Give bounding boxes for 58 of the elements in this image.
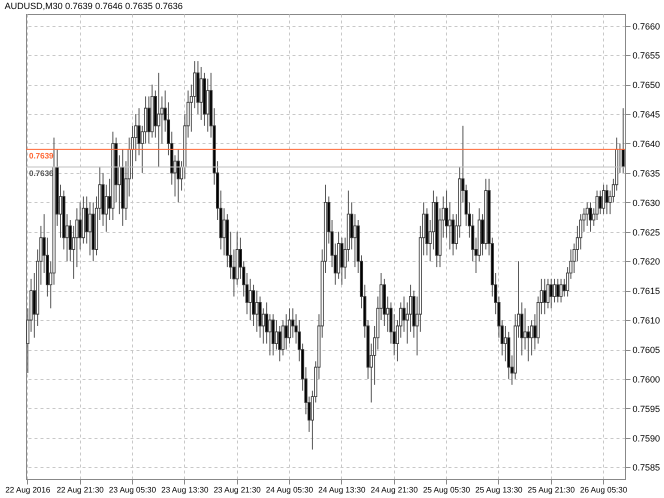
- candlestick: [588, 202, 592, 232]
- x-tick-label: 24 Aug 13:30: [318, 486, 366, 494]
- candlestick: [448, 202, 452, 250]
- y-tick-label: 0.7645: [632, 110, 660, 120]
- candlestick: [524, 308, 527, 350]
- candlestick: [268, 314, 272, 356]
- y-tick-label: 0.7620: [632, 256, 660, 267]
- candlestick: [543, 278, 546, 315]
- candlestick: [552, 278, 556, 303]
- y-tick-label: 0.7585: [632, 462, 660, 473]
- candlestick: [602, 184, 606, 215]
- y-tick-label: 0.7625: [632, 227, 660, 238]
- candlestick: [206, 78, 210, 132]
- x-tick-label: 25 Aug 05:30: [422, 486, 471, 494]
- candlestick: [78, 202, 82, 250]
- candlestick: [605, 184, 608, 215]
- y-tick-label: 0.7640: [632, 138, 660, 149]
- y-tick-label: 0.7635: [632, 168, 660, 178]
- ref-line-label: 0.7639: [29, 151, 54, 160]
- x-tick-label: 25 Aug 13:30: [475, 486, 524, 494]
- y-tick-label: 0.7610: [632, 316, 660, 326]
- candlestick: [340, 237, 344, 286]
- y-tick-label: 0.7605: [632, 345, 660, 356]
- candlestick: [88, 202, 92, 256]
- x-tick-label: 23 Aug 13:30: [161, 486, 209, 494]
- y-tick-label: 0.7615: [632, 286, 660, 296]
- candlestick: [200, 66, 203, 120]
- y-tick-label: 0.7650: [632, 80, 660, 90]
- x-tick-label: 24 Aug 05:30: [266, 486, 314, 494]
- x-tick-label: 26 Aug 05:30: [580, 486, 628, 494]
- candlestick: [274, 320, 278, 350]
- candlestick: [550, 278, 553, 309]
- x-tick-label: 24 Aug 21:30: [370, 486, 418, 494]
- x-tick-label: 22 Aug 2016: [5, 486, 51, 494]
- candlestick: [176, 148, 180, 203]
- x-tick-label: 22 Aug 21:30: [56, 486, 104, 494]
- candlestick: [353, 214, 356, 268]
- candlestick: [284, 314, 288, 350]
- y-tick-label: 0.7660: [632, 21, 660, 32]
- candlestick: [157, 72, 160, 168]
- candlestick: [526, 325, 530, 362]
- candlestick: [222, 208, 226, 256]
- candlestick: [272, 314, 275, 356]
- x-tick-label: 25 Aug 21:30: [528, 486, 576, 494]
- candlestick: [248, 278, 252, 321]
- candlestick: [556, 278, 560, 303]
- y-tick-label: 0.7595: [632, 404, 660, 414]
- y-tick-label: 0.7600: [632, 374, 660, 384]
- y-tick-label: 0.7630: [632, 198, 660, 208]
- y-tick-label: 0.7590: [632, 433, 660, 444]
- candlestick: [560, 278, 563, 303]
- x-tick-label: 23 Aug 21:30: [214, 486, 262, 494]
- x-tick-label: 23 Aug 05:30: [108, 486, 157, 494]
- y-tick-label: 0.7655: [632, 50, 660, 61]
- candlestick: [147, 96, 150, 144]
- chart-title: AUDUSD,M30 0.7639 0.7646 0.7635 0.7636: [4, 1, 183, 11]
- candlestick: [598, 190, 602, 215]
- candlestick: [255, 290, 258, 332]
